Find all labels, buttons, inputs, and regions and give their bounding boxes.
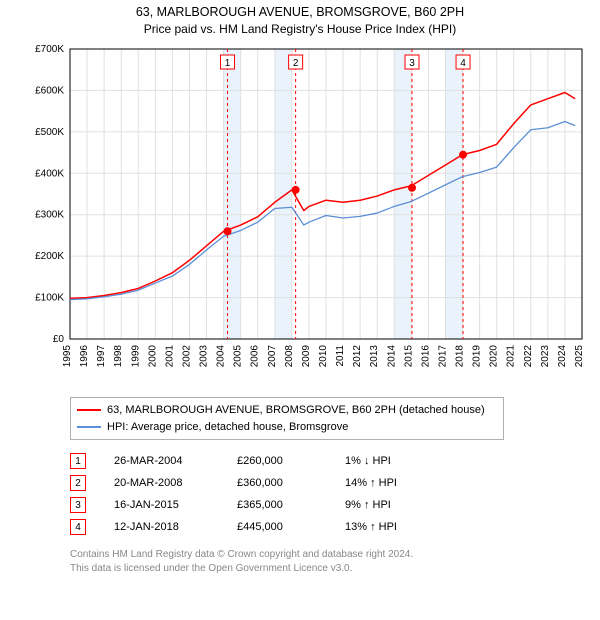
svg-text:4: 4 [460, 58, 466, 69]
svg-text:£100K: £100K [35, 293, 64, 304]
sales-table: 1 26-MAR-2004 £260,000 1% ↓ HPI 2 20-MAR-2008… [70, 450, 590, 538]
legend-swatch [77, 409, 101, 411]
svg-text:1998: 1998 [113, 345, 124, 368]
sale-date: 20-MAR-2008 [114, 477, 209, 489]
svg-text:£300K: £300K [35, 210, 64, 221]
svg-text:2009: 2009 [301, 345, 312, 368]
sale-price: £445,000 [237, 521, 317, 533]
sale-delta: 13% ↑ HPI [345, 521, 435, 533]
svg-text:£0: £0 [53, 334, 65, 345]
legend-swatch [77, 426, 101, 428]
sale-row: 3 16-JAN-2015 £365,000 9% ↑ HPI [70, 494, 590, 516]
sale-price: £260,000 [237, 455, 317, 467]
svg-text:£600K: £600K [35, 85, 64, 96]
chart-svg: £0 £100K £200K £300K £400K £500K £600K £700K 199… [10, 39, 590, 389]
svg-text:3: 3 [409, 58, 415, 69]
sale-row: 4 12-JAN-2018 £445,000 13% ↑ HPI [70, 516, 590, 538]
sale-price: £360,000 [237, 477, 317, 489]
chart: £0 £100K £200K £300K £400K £500K £600K £700K 199… [10, 39, 590, 389]
svg-text:2023: 2023 [540, 345, 551, 368]
footer-line2: This data is licensed under the Open Gov… [70, 562, 590, 576]
sale-date: 26-MAR-2004 [114, 455, 209, 467]
svg-text:2010: 2010 [318, 345, 329, 368]
chart-subtitle: Price paid vs. HM Land Registry's House … [10, 21, 590, 37]
titles: 63, MARLBOROUGH AVENUE, BROMSGROVE, B60 … [10, 4, 590, 37]
svg-text:£700K: £700K [35, 44, 64, 55]
sale-row: 1 26-MAR-2004 £260,000 1% ↓ HPI [70, 450, 590, 472]
legend: 63, MARLBOROUGH AVENUE, BROMSGROVE, B60 … [70, 397, 504, 440]
svg-text:1999: 1999 [130, 345, 141, 368]
legend-label: 63, MARLBOROUGH AVENUE, BROMSGROVE, B60 … [107, 402, 485, 419]
svg-text:2025: 2025 [574, 345, 585, 368]
svg-text:1: 1 [225, 58, 231, 69]
svg-text:1997: 1997 [96, 345, 107, 368]
svg-text:2005: 2005 [233, 345, 244, 368]
svg-text:2007: 2007 [267, 345, 278, 368]
sale-index-box: 1 [70, 453, 86, 469]
sale-price: £365,000 [237, 499, 317, 511]
svg-text:2002: 2002 [181, 345, 192, 368]
sale-index-box: 2 [70, 475, 86, 491]
svg-text:2013: 2013 [369, 345, 380, 368]
svg-text:2015: 2015 [403, 345, 414, 368]
svg-text:2004: 2004 [216, 345, 227, 368]
svg-text:2008: 2008 [284, 345, 295, 368]
footer-line1: Contains HM Land Registry data © Crown c… [70, 548, 590, 562]
sale-delta: 9% ↑ HPI [345, 499, 435, 511]
svg-text:2024: 2024 [557, 345, 568, 368]
svg-text:1995: 1995 [62, 345, 73, 368]
svg-text:2021: 2021 [506, 345, 517, 368]
svg-text:2020: 2020 [489, 345, 500, 368]
page: 63, MARLBOROUGH AVENUE, BROMSGROVE, B60 … [0, 0, 600, 581]
svg-text:2001: 2001 [164, 345, 175, 368]
legend-label: HPI: Average price, detached house, Brom… [107, 419, 348, 436]
svg-text:£500K: £500K [35, 127, 64, 138]
svg-text:2011: 2011 [335, 345, 346, 367]
svg-text:2: 2 [293, 58, 299, 69]
svg-text:2000: 2000 [147, 345, 158, 368]
sale-index-box: 4 [70, 519, 86, 535]
svg-text:2018: 2018 [455, 345, 466, 368]
sale-date: 12-JAN-2018 [114, 521, 209, 533]
legend-item: 63, MARLBOROUGH AVENUE, BROMSGROVE, B60 … [77, 402, 497, 419]
svg-text:2014: 2014 [386, 345, 397, 368]
chart-title: 63, MARLBOROUGH AVENUE, BROMSGROVE, B60 … [10, 4, 590, 21]
svg-text:2003: 2003 [199, 345, 210, 368]
sale-row: 2 20-MAR-2008 £360,000 14% ↑ HPI [70, 472, 590, 494]
svg-text:2012: 2012 [352, 345, 363, 368]
svg-text:2019: 2019 [472, 345, 483, 368]
svg-text:2022: 2022 [523, 345, 534, 368]
sale-delta: 1% ↓ HPI [345, 455, 435, 467]
svg-text:1996: 1996 [79, 345, 90, 368]
svg-text:2016: 2016 [420, 345, 431, 368]
svg-text:2006: 2006 [250, 345, 261, 368]
svg-text:£200K: £200K [35, 251, 64, 262]
sale-delta: 14% ↑ HPI [345, 477, 435, 489]
footer: Contains HM Land Registry data © Crown c… [70, 548, 590, 575]
sale-date: 16-JAN-2015 [114, 499, 209, 511]
svg-text:2017: 2017 [437, 345, 448, 368]
sale-index-box: 3 [70, 497, 86, 513]
legend-item: HPI: Average price, detached house, Brom… [77, 419, 497, 436]
svg-text:£400K: £400K [35, 168, 64, 179]
